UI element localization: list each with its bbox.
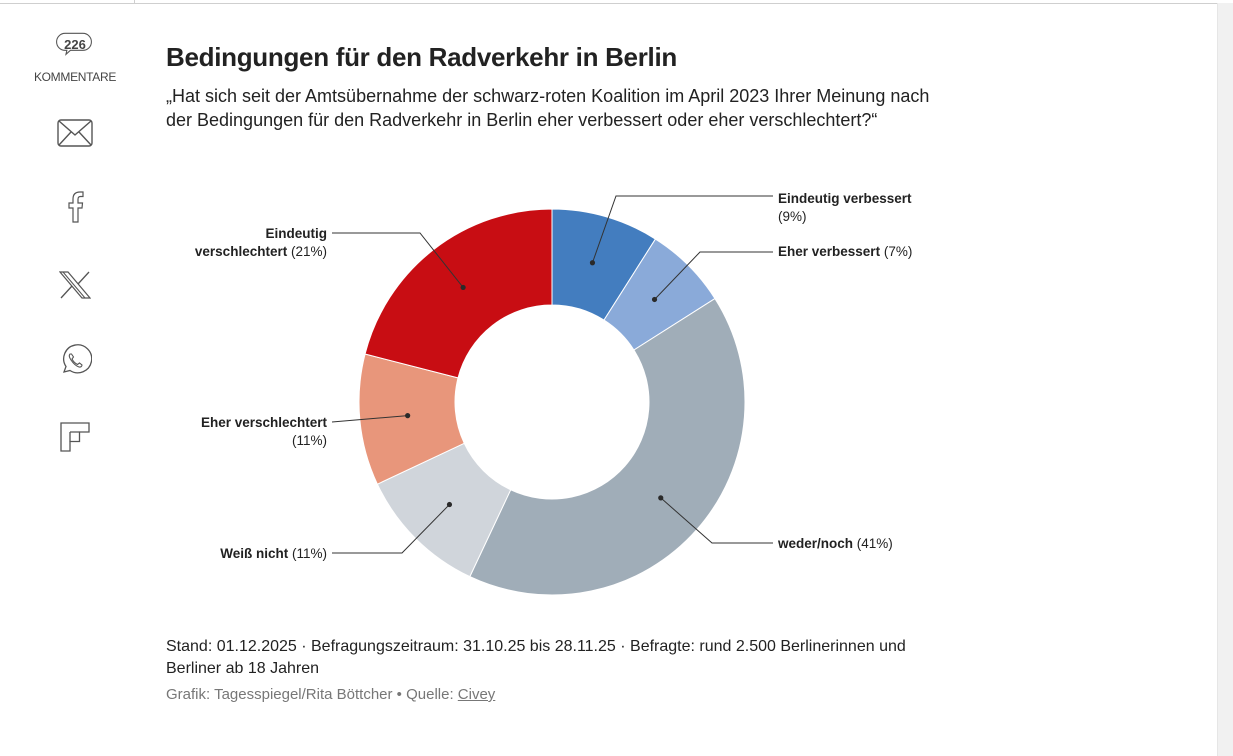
label-eher-verschlechtert: Eher verschlechtert (11%)	[201, 414, 327, 450]
label-value: (11%)	[291, 546, 327, 561]
share-mail-button[interactable]	[56, 114, 94, 152]
page-scrollbar[interactable]	[1217, 3, 1233, 756]
top-divider	[0, 3, 1218, 4]
facebook-icon	[68, 191, 84, 223]
label-name: Weiß nicht	[220, 546, 289, 561]
label-value: (9%)	[778, 209, 807, 224]
label-name: Eher verbessert	[778, 244, 881, 259]
donut-slice-weder-noch	[469, 297, 746, 596]
comments-count: 226	[64, 37, 86, 52]
credit-text: Grafik: Tagesspiegel/Rita Böttcher • Que…	[166, 686, 458, 703]
donut-slice-eindeutig-verschlechtert	[364, 208, 553, 379]
mail-icon	[57, 119, 93, 147]
label-name: Eindeutig verbessert	[778, 191, 912, 206]
leader-line-weiss-nicht	[332, 504, 450, 554]
credit-line: Grafik: Tagesspiegel/Rita Böttcher • Que…	[166, 686, 926, 703]
label-name-line1: Eindeutig	[265, 226, 328, 241]
leader-dot-weiss-nicht	[446, 501, 453, 508]
leader-line-eindeutig-verschlechtert	[332, 232, 464, 288]
label-value: (21%)	[290, 244, 327, 259]
comments-label: KOMMENTARE	[33, 70, 117, 84]
x-icon	[59, 271, 91, 299]
label-value: (11%)	[291, 433, 327, 448]
label-name: weder/noch	[778, 536, 854, 551]
chart-footer: Stand: 01.12.2025 · Befragungszeitraum: …	[166, 636, 926, 703]
leader-line-eindeutig-verbessert	[591, 195, 773, 263]
label-value: (41%)	[856, 536, 893, 551]
survey-notes: Stand: 01.12.2025 · Befragungszeitraum: …	[166, 638, 906, 677]
share-x-button[interactable]	[56, 266, 94, 304]
comment-bubble-icon	[56, 32, 92, 56]
share-facebook-button[interactable]	[56, 188, 94, 226]
label-eher-verbessert: Eher verbessert (7%)	[778, 243, 912, 261]
leader-dot-eher-verschlechtert	[405, 413, 411, 419]
share-flipboard-button[interactable]	[56, 418, 94, 456]
source-link[interactable]: Civey	[457, 686, 496, 703]
top-divider-tick	[134, 0, 135, 4]
chart-title: Bedingungen für den Radverkehr in Berlin	[166, 42, 677, 72]
share-whatsapp-button[interactable]	[56, 342, 94, 380]
leader-dot-weder-noch	[658, 495, 664, 501]
label-name: Eher verschlechtert	[200, 415, 327, 430]
label-eindeutig-verbessert: Eindeutig verbessert (9%)	[778, 190, 912, 226]
survey-question: „Hat sich seit der Amtsübernahme der sch…	[166, 86, 930, 130]
label-value: (7%)	[883, 244, 913, 259]
label-eindeutig-verschlechtert: Eindeutig verschlechtert (21%)	[195, 225, 327, 261]
whatsapp-icon	[62, 344, 92, 374]
label-weiss-nicht: Weiß nicht (11%)	[220, 545, 327, 563]
leader-line-weder-noch	[660, 497, 773, 544]
leader-dot-eher-verbessert	[651, 296, 658, 303]
leader-line-eher-verbessert	[654, 251, 773, 300]
flipboard-icon	[60, 422, 90, 452]
label-weder-noch: weder/noch (41%)	[778, 535, 893, 553]
leader-dot-eindeutig-verschlechtert	[460, 284, 466, 291]
leader-dot-eindeutig-verbessert	[589, 260, 596, 266]
label-name-line2: verschlechtert	[194, 244, 288, 259]
leader-line-eher-verschlechtert	[331, 415, 408, 423]
